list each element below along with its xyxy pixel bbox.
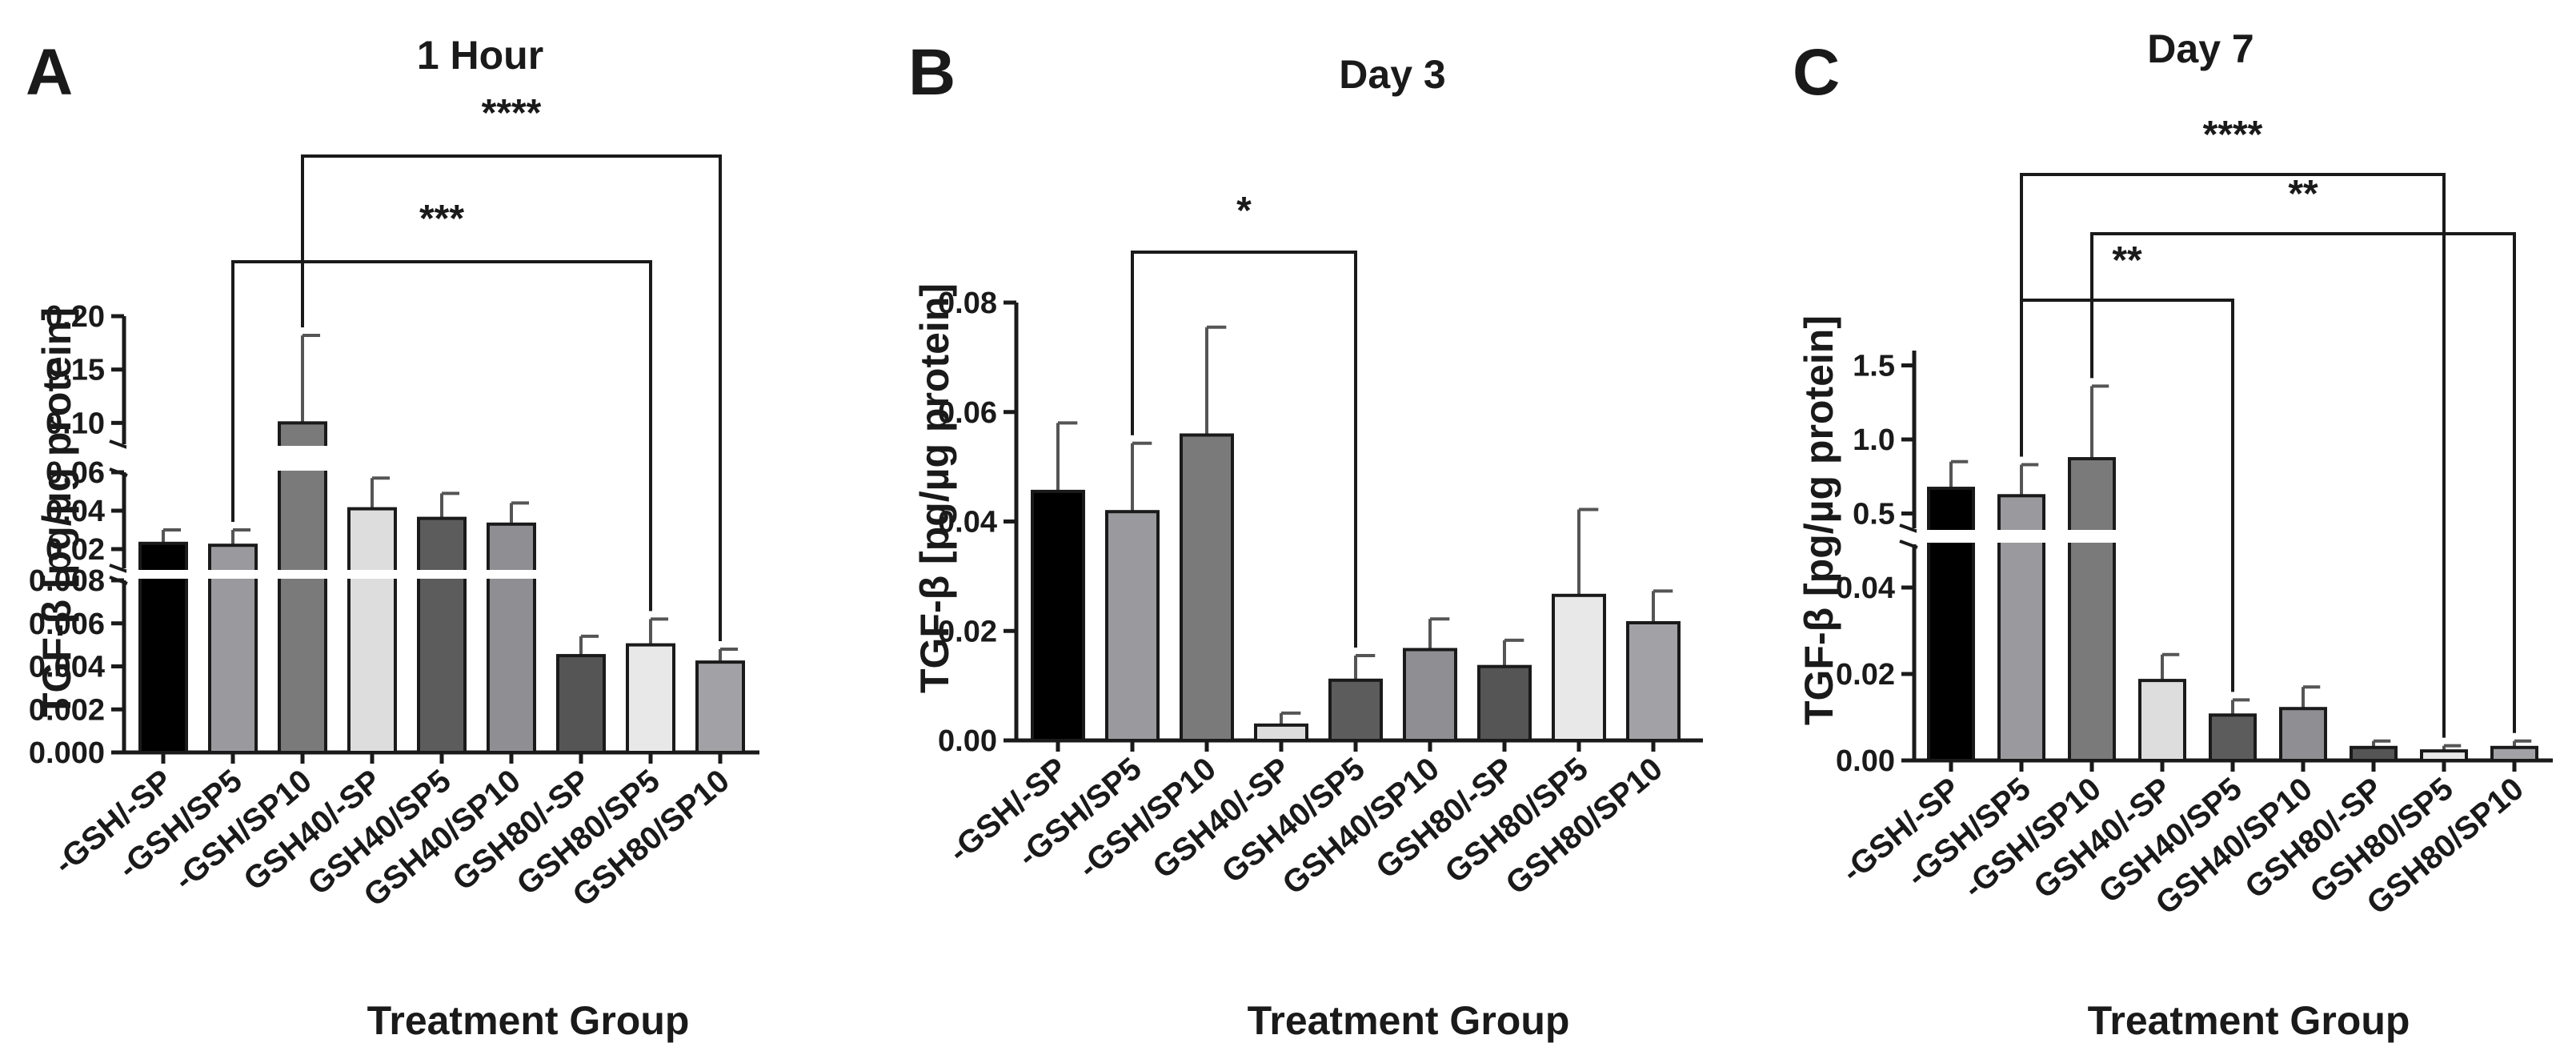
significance-bracket [2020,299,2234,692]
panel-b-title: Day 3 [1339,52,1445,97]
significance-label: * [1236,190,1252,232]
y-tick-label: 0.08 [938,287,997,320]
bar [1105,510,1160,742]
y-tick-label: 1.5 [1853,350,1895,383]
y-tick-label: 0.02 [46,533,105,567]
bar [1254,723,1308,742]
y-tick-label: 0.000 [29,736,105,770]
y-tick-label: 0.004 [29,651,105,684]
axis-break-gap [126,446,762,471]
bar [2420,749,2468,762]
bar [556,654,606,754]
panel-b-plot: 0.000.020.040.060.08-GSH/-SP-GSH/SP5-GSH… [938,190,1703,901]
significance-bracket [1131,251,1357,648]
panel-b-xlabel: Treatment Group [1248,998,1570,1043]
y-tick-label: 0.5 [1853,498,1895,532]
bar [695,660,745,754]
significance-label: **** [2203,114,2263,156]
bar [2209,713,2257,762]
y-tick-label: 0.00 [1836,744,1895,778]
y-tick-label: 0.15 [46,354,105,387]
axis-break-mark [109,439,128,449]
significance-bracket [2090,232,2516,733]
panel-a-title: 1 Hour [417,33,543,78]
y-tick-label: 0.04 [938,506,997,540]
y-tick-label: 1.0 [1853,423,1895,457]
significance-bracket [231,260,652,612]
bar [2279,707,2327,763]
bar [1552,593,1606,743]
bar [2138,679,2186,762]
axis-break-gap [126,570,762,579]
bar [626,643,675,754]
bar [417,516,467,754]
y-tick-label: 0.02 [938,615,997,648]
bar [347,507,397,754]
axis-break-mark [109,576,128,585]
bar [208,544,258,754]
y-tick-label: 0.008 [29,564,105,598]
significance-label: *** [419,198,464,240]
bar [1328,678,1383,742]
axis-break-gap [1917,530,2555,543]
y-tick-label: 0.02 [1836,658,1895,692]
bar [278,421,327,754]
significance-label: **** [482,92,542,134]
panel-letter-c: C [1793,36,1840,109]
significance-label: ** [2288,173,2318,215]
axis-break-mark [109,564,128,573]
axis-break-mark [109,467,128,477]
bar [1180,433,1234,743]
panel-c-ylabel: TGF-β [pg/µg protein] [1797,315,1841,725]
panel-c-plot: 0.000.020.040.51.01.5-GSH/-SP-GSH/SP5-GS… [1835,114,2555,921]
chart-layer: 0.0000.0020.0040.0060.0080.020.040.060.1… [29,92,2555,921]
panel-letter-b: B [908,36,955,109]
bar [2350,745,2398,762]
panel-b-ylabel: TGF-β [pg/µg protein] [912,283,957,693]
panel-a-xlabel: Treatment Group [367,998,690,1043]
axis-break-mark [1899,540,1918,549]
significance-label: ** [2112,239,2142,282]
bar [1477,664,1532,742]
y-tick-label: 0.10 [46,407,105,440]
bar [1626,620,1681,743]
y-tick-label: 0.06 [938,396,997,430]
y-tick-label: 0.002 [29,693,105,727]
y-tick-label: 0.006 [29,608,105,641]
y-tick-label: 0.00 [938,724,997,758]
axis-break-mark [1899,523,1918,533]
y-tick-label: 0.20 [46,300,105,334]
bar [1403,648,1457,742]
y-tick-label: 0.04 [1836,572,1895,605]
significance-bracket [301,154,722,641]
bar [487,522,536,754]
bar [2068,457,2116,762]
bar [1031,489,1085,742]
panel-a-ylabel: TGF-β [pg/µg protein] [34,307,79,717]
y-tick-label: 0.04 [46,495,105,528]
panel-c-xlabel: Treatment Group [2088,998,2410,1043]
panel-c-title: Day 7 [2147,26,2253,71]
panel-letter-a: A [26,36,73,109]
y-tick-label: 0.06 [46,456,105,490]
bar [1927,487,1975,762]
bar [2490,745,2538,762]
